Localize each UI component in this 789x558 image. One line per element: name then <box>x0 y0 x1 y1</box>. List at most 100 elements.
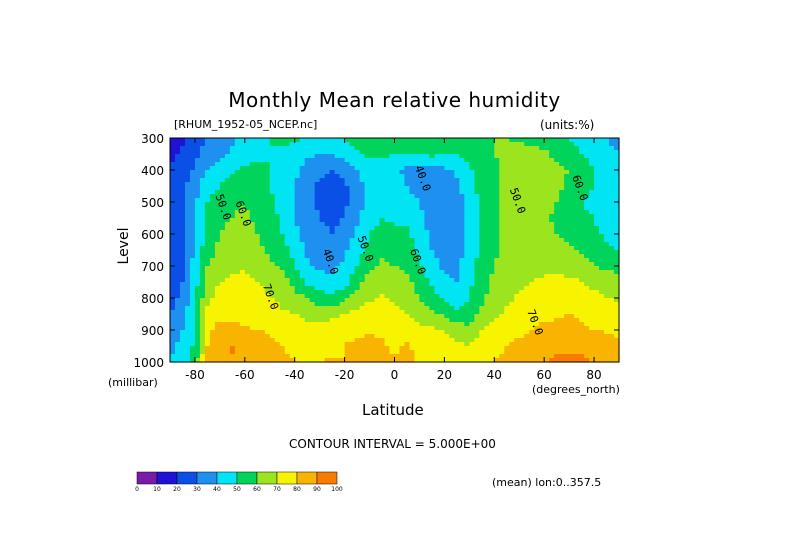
field-cell <box>314 138 321 143</box>
field-cell <box>174 358 181 363</box>
field-cell <box>269 326 276 331</box>
field-cell <box>534 310 540 315</box>
field-cell <box>174 266 181 271</box>
field-cell <box>424 178 431 183</box>
field-cell <box>449 206 455 211</box>
field-cell <box>449 150 455 155</box>
field-cell <box>359 142 366 147</box>
field-cell <box>179 330 186 335</box>
field-cell <box>539 258 545 263</box>
field-cell <box>314 186 321 191</box>
field-cell <box>214 222 221 227</box>
field-cell <box>204 270 211 275</box>
field-cell <box>249 242 256 247</box>
field-cell <box>319 238 326 243</box>
field-cell <box>419 210 426 215</box>
field-cell <box>239 214 246 219</box>
field-cell <box>389 210 396 215</box>
field-cell <box>309 254 316 259</box>
field-cell <box>529 194 535 199</box>
field-cell <box>224 290 231 295</box>
field-cell <box>384 154 391 159</box>
field-cell <box>424 322 431 327</box>
field-cell <box>319 242 326 247</box>
field-cell <box>529 326 535 331</box>
field-cell <box>389 326 396 331</box>
field-cell <box>314 150 321 155</box>
field-cell <box>229 218 236 223</box>
field-cell <box>549 202 555 207</box>
field-cell <box>489 218 495 223</box>
field-cell <box>244 258 251 263</box>
field-cell <box>484 230 490 235</box>
field-cell <box>539 202 545 207</box>
field-cell <box>289 254 296 259</box>
field-cell <box>319 334 326 339</box>
field-cell <box>314 266 321 271</box>
field-cell <box>609 242 615 247</box>
field-cell <box>309 142 316 147</box>
field-cell <box>559 198 565 203</box>
field-cell <box>334 350 341 355</box>
field-cell <box>409 162 416 167</box>
field-cell <box>279 310 286 315</box>
field-cell <box>509 158 515 163</box>
field-cell <box>444 142 450 147</box>
field-cell <box>174 174 181 179</box>
field-cell <box>564 326 570 331</box>
field-cell <box>199 182 206 187</box>
field-cell <box>544 326 550 331</box>
field-cell <box>179 250 186 255</box>
field-cell <box>214 346 221 351</box>
field-cell <box>539 278 545 283</box>
field-cell <box>309 306 316 311</box>
field-cell <box>539 342 545 347</box>
field-cell <box>329 206 336 211</box>
field-cell <box>199 358 206 363</box>
field-cell <box>254 146 261 151</box>
field-cell <box>229 210 236 215</box>
field-cell <box>464 346 470 351</box>
field-cell <box>369 170 376 175</box>
field-cell <box>299 330 306 335</box>
field-cell <box>614 162 620 167</box>
field-cell <box>609 282 615 287</box>
field-cell <box>419 258 426 263</box>
field-cell <box>464 258 470 263</box>
field-cell <box>524 346 530 351</box>
field-cell <box>504 238 510 243</box>
field-cell <box>214 258 221 263</box>
field-cell <box>259 214 266 219</box>
field-cell <box>579 222 585 227</box>
field-cell <box>184 358 191 363</box>
field-cell <box>170 194 176 199</box>
field-cell <box>219 278 226 283</box>
field-cell <box>199 242 206 247</box>
field-cell <box>349 194 356 199</box>
field-cell <box>324 262 331 267</box>
field-cell <box>179 230 186 235</box>
field-cell <box>219 338 226 343</box>
field-cell <box>544 342 550 347</box>
field-cell <box>194 154 201 159</box>
field-cell <box>369 290 376 295</box>
field-cell <box>349 318 356 323</box>
field-cell <box>234 302 241 307</box>
field-cell <box>494 258 500 263</box>
field-cell <box>414 178 421 183</box>
field-cell <box>499 298 505 303</box>
field-cell <box>584 278 590 283</box>
field-cell <box>604 338 610 343</box>
field-cell <box>279 242 286 247</box>
field-cell <box>234 274 241 279</box>
field-cell <box>239 258 246 263</box>
field-cell <box>359 146 366 151</box>
field-cell <box>439 218 445 223</box>
field-cell <box>379 198 386 203</box>
field-cell <box>559 290 565 295</box>
field-cell <box>244 298 251 303</box>
field-cell <box>214 238 221 243</box>
field-cell <box>259 198 266 203</box>
field-cell <box>219 298 226 303</box>
